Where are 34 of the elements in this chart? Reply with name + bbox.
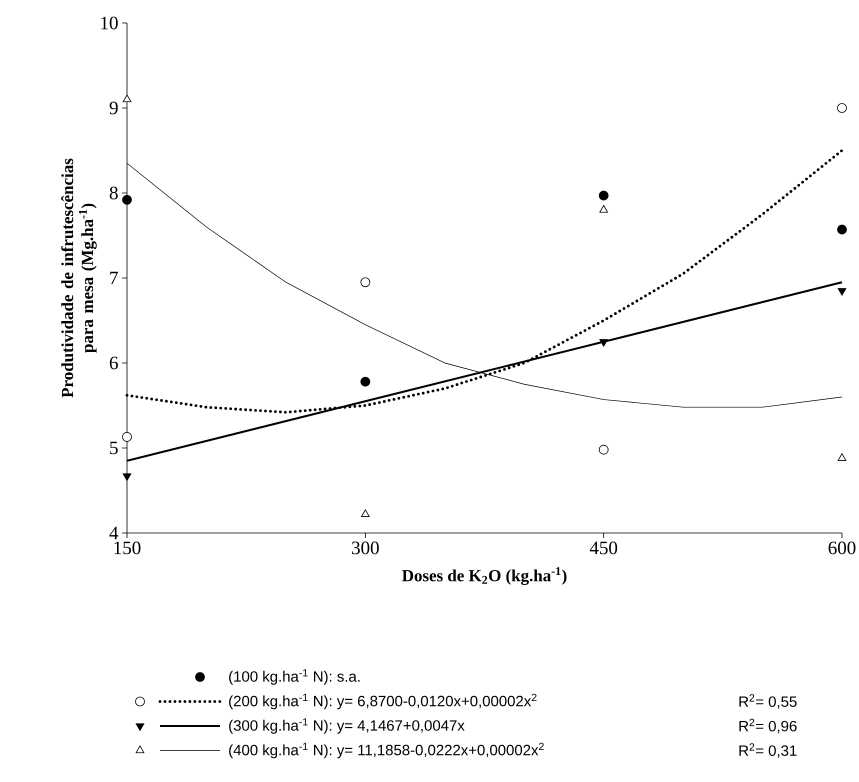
point: [360, 277, 370, 288]
text: R$^{2}$= 0,55: [739, 694, 797, 709]
point: [598, 444, 609, 455]
point: [598, 190, 609, 200]
point: [122, 94, 132, 102]
y-tick-label: 6: [110, 356, 118, 370]
point: [838, 288, 846, 296]
point: [361, 509, 370, 517]
x-tick-label: 150: [114, 542, 140, 554]
x-axis-title: Doses de K$_{2}$O (kg.ha$^{-1}$): [402, 567, 566, 585]
legend-label: (400 kg.ha$^{-1}$ N): y= 11,1858-0,0222x+0,00002x$^{2}$: [229, 742, 544, 758]
point: [122, 473, 132, 481]
point: [599, 205, 608, 213]
y-tick-label: 7: [110, 272, 118, 284]
point: [360, 376, 370, 387]
y-tick-label: 9: [110, 102, 118, 114]
point: [122, 194, 132, 205]
y-tick-label: 5: [110, 442, 118, 454]
point: [122, 432, 132, 442]
text: R$^{2}$= 0,31: [739, 743, 797, 758]
x-tick-label: 600: [828, 542, 856, 554]
legend-label: (300 kg.ha$^{-1}$ N): y= 4,1467+0,0047x: [229, 718, 465, 734]
legend-label: (100 kg.ha$^{-1}$ N): s.a.: [229, 669, 360, 685]
y-tick-label: 8: [110, 186, 118, 200]
y-tick-label: 4: [109, 526, 118, 540]
point: [599, 339, 608, 347]
x-tick-label: 450: [590, 542, 618, 554]
text: R$^{2}$= 0,96: [739, 718, 797, 734]
point: [837, 103, 847, 113]
point: [838, 453, 846, 461]
legend-label: (200 kg.ha$^{-1}$ N): y= 6,8700-0,0120x+0,00002x$^{2}$: [229, 694, 537, 710]
point: [837, 224, 847, 234]
x-tick-label: 300: [352, 542, 379, 554]
y-tick-label: 10: [101, 16, 118, 30]
